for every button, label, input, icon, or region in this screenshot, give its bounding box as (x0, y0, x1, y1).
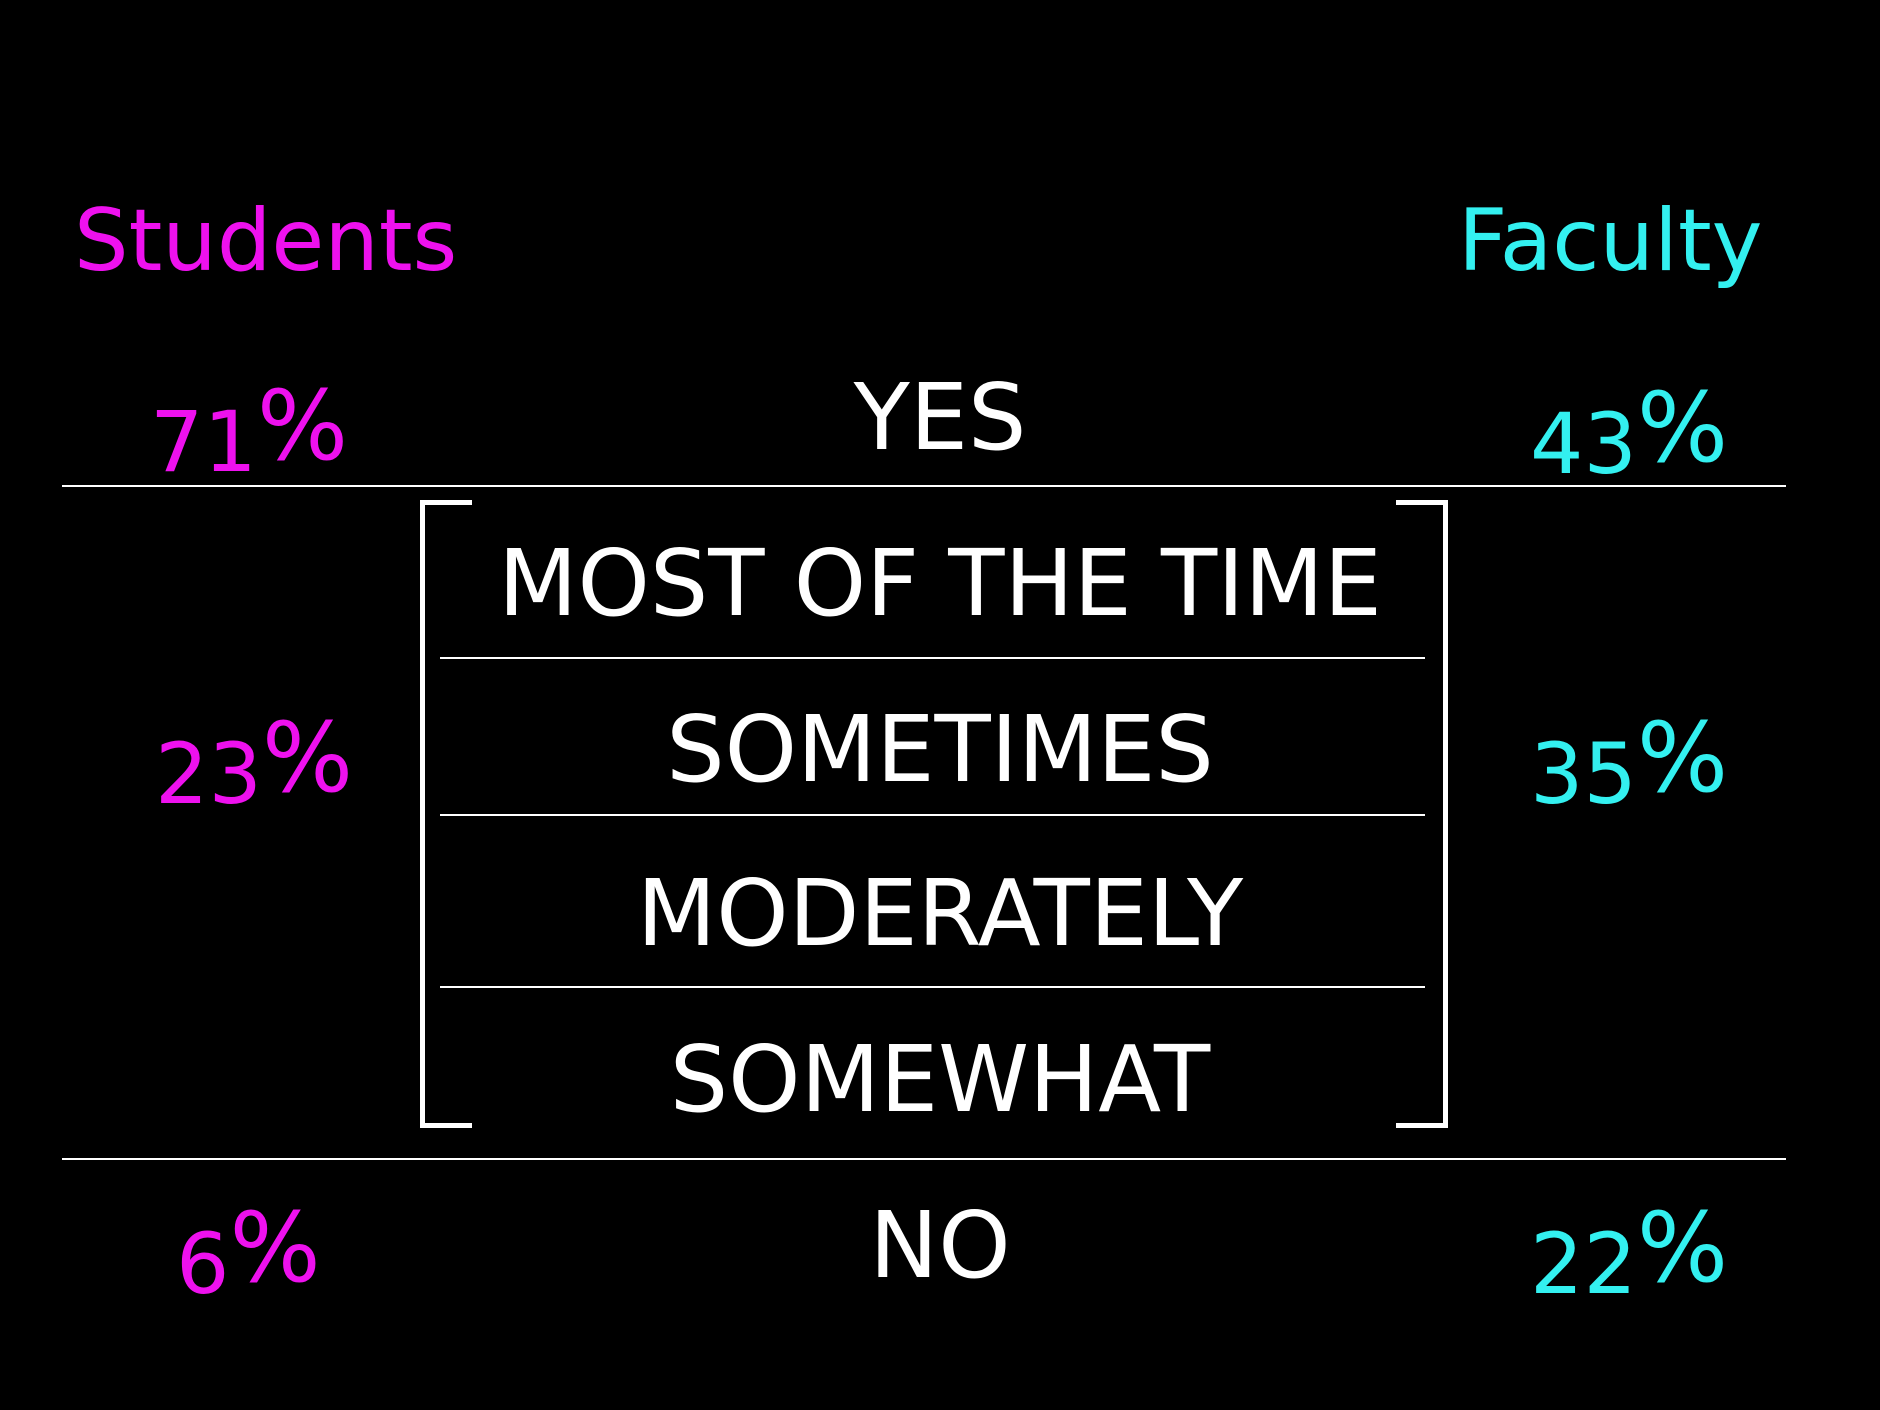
students-no-value: 6 (176, 1215, 230, 1313)
answer-somewhat: SOMEWHAT (669, 1026, 1211, 1133)
left-bracket (420, 500, 472, 1128)
percent-sign: % (261, 702, 354, 814)
divider-middle-3 (440, 986, 1425, 988)
answer-most-of-the-time: MOST OF THE TIME (498, 530, 1382, 637)
percent-sign: % (229, 1192, 321, 1304)
students-yes-percent: 71% (150, 378, 348, 486)
divider-middle-1 (440, 657, 1425, 659)
faculty-yes-percent: 43% (1530, 380, 1728, 488)
faculty-header: Faculty (1458, 191, 1763, 291)
faculty-no-value: 22 (1530, 1215, 1637, 1313)
students-middle-value: 23 (155, 725, 262, 823)
students-middle-percent: 23% (155, 710, 353, 818)
percent-sign: % (256, 370, 349, 482)
percent-sign: % (1636, 372, 1729, 484)
faculty-middle-value: 35 (1530, 725, 1637, 823)
students-header: Students (74, 191, 458, 291)
answer-moderately: MODERATELY (636, 860, 1244, 967)
faculty-yes-value: 43 (1530, 395, 1637, 493)
students-yes-value: 71 (150, 393, 257, 491)
percent-sign: % (1636, 1192, 1729, 1304)
divider-middle-2 (440, 814, 1425, 816)
faculty-no-percent: 22% (1530, 1200, 1728, 1308)
percent-sign: % (1636, 702, 1729, 814)
answer-yes: YES (853, 364, 1027, 471)
divider-top (62, 485, 1786, 487)
answer-sometimes: SOMETIMES (666, 696, 1214, 803)
right-bracket (1396, 500, 1448, 1128)
faculty-middle-percent: 35% (1530, 710, 1728, 818)
answer-no: NO (869, 1192, 1011, 1299)
students-no-percent: 6% (176, 1200, 321, 1308)
divider-bottom (62, 1158, 1786, 1160)
